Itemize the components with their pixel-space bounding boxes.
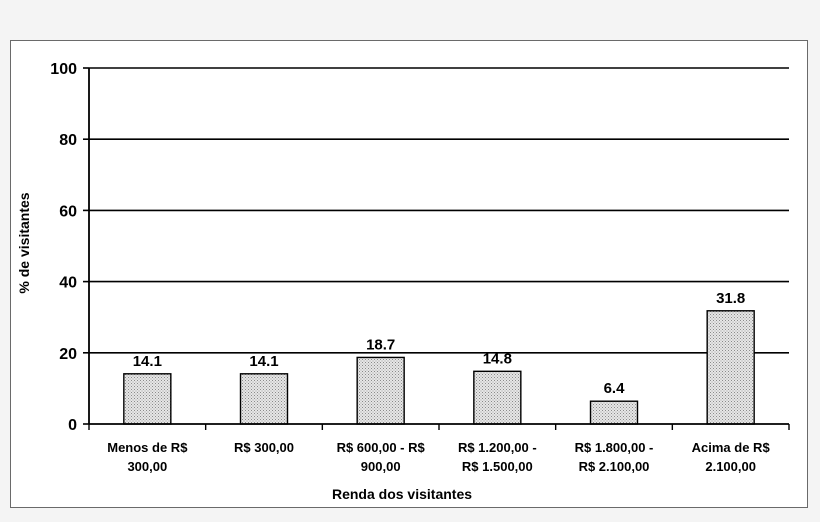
chart-frame: 0 20 40 60 80 100 14.1 Menos de R$ 300,00 14.1 R$ …: [10, 40, 808, 508]
gridlines: [89, 67, 789, 354]
bar: [473, 370, 522, 425]
x-tick-label: R$ 1.500,00: [462, 459, 533, 474]
x-tick-label: 2.100,00: [705, 459, 756, 474]
y-tick-label: 60: [59, 203, 77, 220]
x-tick-label: Menos de R$: [107, 440, 188, 455]
x-axis-title: Renda dos visitantes: [332, 486, 472, 502]
x-tick-label: R$ 300,00: [234, 440, 294, 455]
data-label: 14.1: [249, 353, 278, 370]
data-label: 14.1: [133, 353, 162, 370]
data-label: 14.8: [483, 350, 512, 367]
bar: [589, 400, 639, 425]
data-label: 31.8: [716, 290, 745, 307]
y-tick-label: 40: [59, 275, 77, 292]
x-tick-label: R$ 1.800,00 -: [575, 440, 654, 455]
y-tick-label: 0: [68, 417, 77, 434]
x-tick-label: R$ 1.200,00 -: [458, 440, 537, 455]
y-tick-label: 20: [59, 346, 77, 363]
y-tick-label: 80: [59, 132, 77, 149]
x-tick-label: Acima de R$: [692, 440, 771, 455]
bars: [123, 310, 755, 425]
x-tick-label: R$ 600,00 - R$: [337, 440, 426, 455]
bar: [706, 310, 755, 425]
x-tick-label: R$ 2.100,00: [579, 459, 650, 474]
y-axis-title: % de visitantes: [16, 192, 32, 293]
bar-chart: 0 20 40 60 80 100 14.1 Menos de R$ 300,00 14.1 R$ …: [16, 61, 790, 502]
x-tick-label: 300,00: [127, 459, 167, 474]
data-label: 18.7: [366, 336, 395, 353]
bar: [356, 356, 405, 425]
axes: [83, 67, 790, 430]
labels: 0 20 40 60 80 100 14.1 Menos de R$ 300,00 14.1 R$ …: [50, 61, 770, 474]
y-tick-label: 100: [50, 61, 77, 78]
x-tick-label: 900,00: [361, 459, 401, 474]
data-label: 6.4: [604, 380, 626, 397]
bar: [239, 373, 289, 425]
bar: [123, 373, 172, 425]
